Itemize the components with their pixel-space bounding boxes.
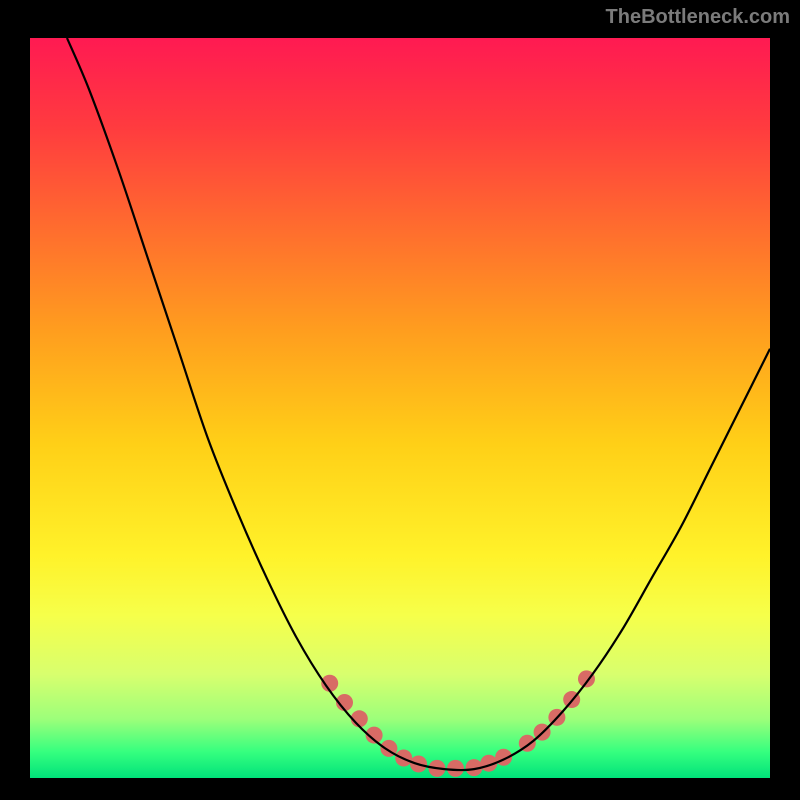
watermark-text: TheBottleneck.com <box>606 6 790 29</box>
bottleneck-curve-chart <box>0 0 800 800</box>
plot-background <box>30 38 770 778</box>
chart-container: TheBottleneck.com <box>0 0 800 800</box>
curve-marker <box>447 760 464 777</box>
